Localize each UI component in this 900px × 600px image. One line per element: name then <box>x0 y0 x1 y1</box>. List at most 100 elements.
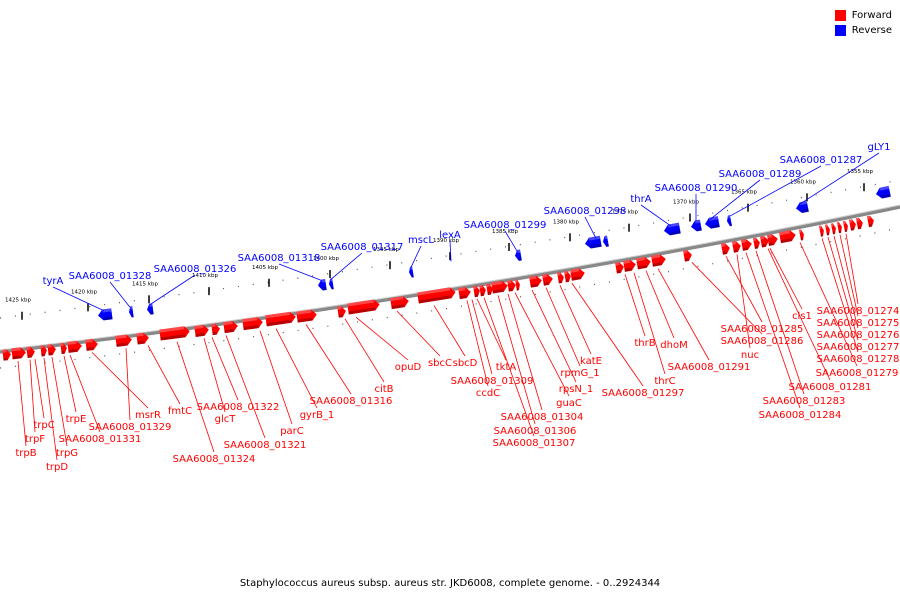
leader-line <box>149 274 196 305</box>
gene-label: trpB <box>15 448 36 459</box>
gene-label: SAA6008_01277 <box>817 342 900 353</box>
gene-label: SAA6008_01326 <box>154 264 237 275</box>
gene-label: gLY1 <box>867 142 890 153</box>
forward-gene <box>2 349 11 361</box>
forward-swatch <box>834 10 846 21</box>
forward-gene <box>491 280 508 294</box>
gene-label: SAA6008_01316 <box>310 396 393 407</box>
leader-line <box>839 234 859 317</box>
gene-label: trpG <box>56 448 78 459</box>
reverse-gene <box>329 278 334 290</box>
forward-gene <box>515 279 520 291</box>
forward-gene <box>194 324 209 337</box>
gene-label: SAA6008_01290 <box>655 183 738 194</box>
forward-gene <box>615 262 624 274</box>
gene-label: trpD <box>46 462 68 473</box>
leader-line <box>91 352 149 409</box>
scale-tick-label: 1395 kbp <box>373 247 399 253</box>
scale-tick-label: 1425 kbp <box>5 298 31 304</box>
forward-gene <box>848 219 856 231</box>
forward-gene <box>60 342 67 355</box>
legend-forward: Forward <box>834 8 892 23</box>
reverse-gene <box>98 308 113 321</box>
leader-line <box>571 283 644 387</box>
leader-line <box>799 242 858 367</box>
reverse-gene <box>147 303 154 315</box>
leader-line <box>449 240 452 262</box>
legend-reverse-label: Reverse <box>851 25 892 36</box>
leader-line <box>559 285 592 355</box>
leader-line <box>514 292 570 397</box>
leader-line <box>633 272 666 375</box>
gene-label: tyrA <box>43 276 64 287</box>
legend: Forward Reverse <box>834 8 892 38</box>
gene-label: SAA6008_01322 <box>197 402 280 413</box>
leader-line <box>225 335 266 439</box>
reverse-gene <box>876 185 891 199</box>
leader-line <box>471 299 493 375</box>
gene-label: thrC <box>654 376 675 387</box>
leader-line <box>43 357 58 461</box>
forward-gene <box>623 259 636 272</box>
gene-label: rpsN_1 <box>559 384 594 395</box>
gene-label: parC <box>280 426 304 437</box>
forward-gene <box>740 239 752 251</box>
gene-label: SAA6008_01279 <box>816 368 899 379</box>
forward-gene <box>115 334 132 347</box>
gene-label: sbcD <box>453 358 478 369</box>
forward-gene <box>752 237 760 249</box>
gene-label: SAA6008_01297 <box>602 388 685 399</box>
leader-line <box>147 345 181 405</box>
scale-tick-label: 1410 kbp <box>192 273 218 279</box>
forward-gene <box>40 345 47 357</box>
forward-gene <box>818 225 824 237</box>
gene-label: glcT <box>215 414 237 425</box>
leader-line <box>211 337 239 401</box>
scale-tick-label: 1420 kbp <box>71 289 97 295</box>
forward-gene <box>557 272 564 284</box>
forward-gene <box>337 306 346 318</box>
leader-line <box>729 165 822 217</box>
leader-line <box>769 247 803 310</box>
forward-gene <box>842 220 848 233</box>
scale-tick-label: 1390 kbp <box>433 238 459 244</box>
forward-gene <box>67 340 82 353</box>
forward-gene <box>570 268 585 281</box>
forward-gene <box>731 241 741 253</box>
gene-label: katE <box>580 356 602 367</box>
reverse-gene <box>664 222 681 236</box>
leader-line <box>657 268 710 361</box>
leader-line <box>483 297 535 437</box>
forward-gene <box>759 235 769 248</box>
forward-gene <box>242 317 263 331</box>
gene-label: SAA6008_01287 <box>780 155 863 166</box>
leader-line <box>584 216 597 239</box>
forward-gene <box>651 254 666 267</box>
reverse-gene <box>705 216 720 229</box>
scale-tick-label: 1375 kbp <box>612 210 638 216</box>
leader-line <box>344 318 385 383</box>
gene-label: SAA6008_01307 <box>493 438 576 449</box>
gene-label: SAA6008_01286 <box>721 336 804 347</box>
leader-line <box>259 330 293 425</box>
gene-label: SAA6008_01324 <box>173 454 256 465</box>
gene-label: thrA <box>630 194 651 205</box>
forward-gene <box>720 243 730 255</box>
gene-label: dhoM <box>660 340 687 351</box>
leader-line <box>433 305 466 357</box>
gene-label: mscL <box>408 235 434 246</box>
gene-label: msrR <box>135 410 161 421</box>
forward-gene <box>766 234 778 247</box>
gene-label: fmtC <box>168 406 192 417</box>
forward-gene <box>798 229 804 241</box>
reverse-gene <box>318 278 327 291</box>
reverse-gene <box>603 235 609 247</box>
leader-line <box>396 310 441 357</box>
gene-label: SAA6008_01306 <box>494 426 577 437</box>
forward-gene <box>211 323 220 336</box>
leader-line <box>51 357 68 447</box>
forward-gene <box>223 321 238 334</box>
legend-forward-label: Forward <box>851 10 892 21</box>
gene-label: SAA6008_01299 <box>464 220 547 231</box>
forward-gene <box>486 283 493 296</box>
